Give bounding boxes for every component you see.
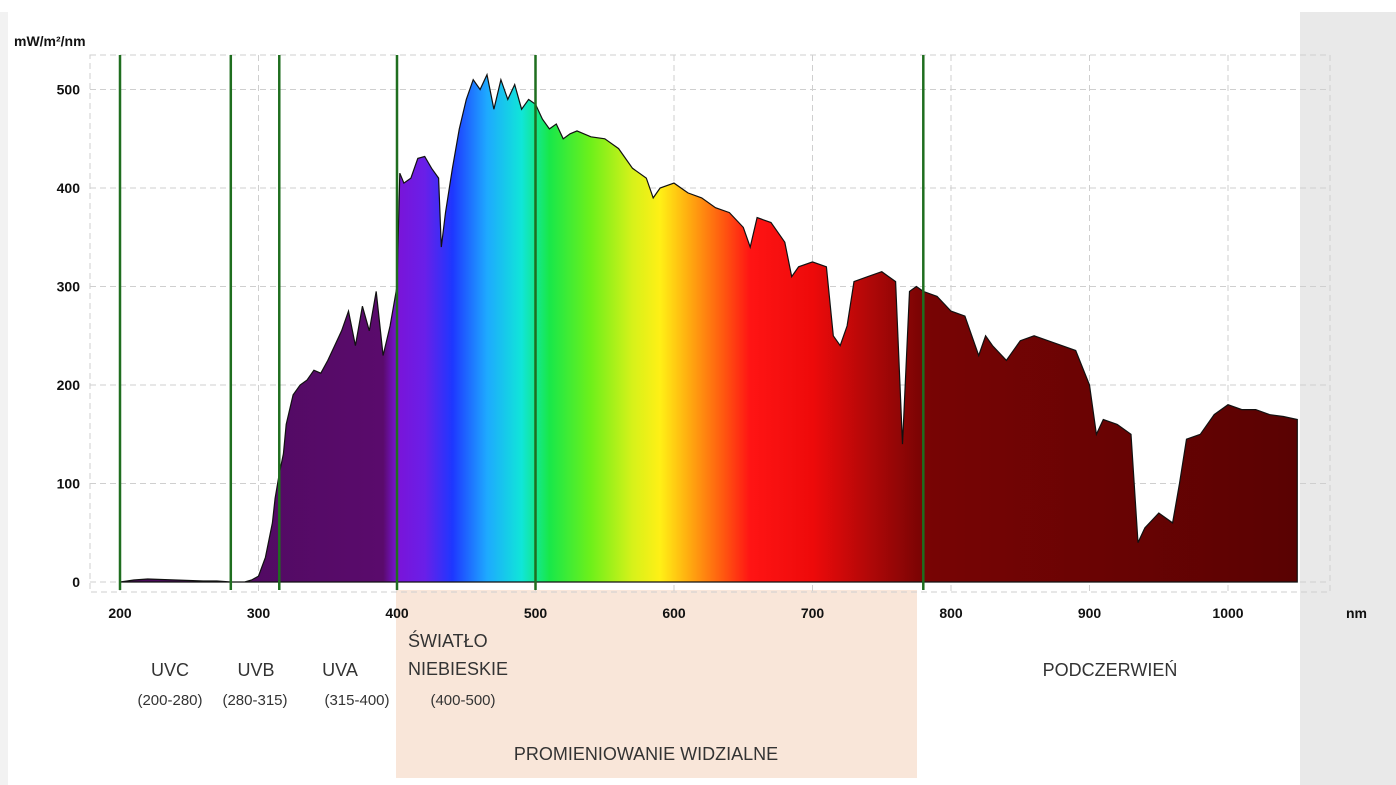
x-tick-label-2: 400 (385, 605, 409, 621)
y-tick-label-1: 100 (57, 476, 81, 492)
region-uvb-range: (280-315) (222, 692, 288, 709)
y-tick-label-0: 0 (72, 574, 80, 590)
region-blue-light-label: ŚWIATŁO NIEBIESKIE (408, 631, 509, 679)
x-tick-label-5: 700 (801, 605, 825, 621)
spectrum-area-layer (119, 72, 1298, 583)
y-tick-label-5: 500 (57, 82, 81, 98)
region-infrared-label: PODCZERWIEŃ (1042, 660, 1178, 680)
right-margin-strip (1300, 12, 1396, 785)
visible-light-region-box (396, 590, 917, 778)
x-tick-label-3: 500 (524, 605, 548, 621)
tick-label-layer: 200 300 400 500 600 700 800 900 1000 0 100 200 300 40… (57, 82, 1244, 622)
x-tick-label-4: 600 (662, 605, 686, 621)
x-tick-label-1: 300 (247, 605, 271, 621)
x-tick-label-7: 900 (1078, 605, 1102, 621)
region-uvb-label: UVB (237, 660, 275, 680)
plot-frame (89, 54, 1331, 593)
x-tick-label-6: 800 (939, 605, 963, 621)
band-boundary-layer (118, 55, 925, 590)
x-tick-label-0: 200 (108, 605, 132, 621)
y-tick-label-4: 400 (57, 180, 81, 196)
region-uvc-range: (200-280) (137, 692, 203, 709)
x-tick-label-8: 1000 (1212, 605, 1243, 621)
y-axis-label: mW/m²/nm (14, 33, 86, 49)
region-blue-light-range: (400-500) (430, 692, 496, 709)
spectrum-area (119, 72, 1298, 583)
y-tick-label-2: 200 (57, 377, 81, 393)
region-uva-range: (315-400) (324, 692, 390, 709)
region-uva-label: UVA (322, 660, 358, 680)
x-axis-label: nm (1346, 605, 1367, 621)
y-tick-label-3: 300 (57, 279, 81, 295)
region-visible-label: PROMIENIOWANIE WIDZIALNE (513, 744, 779, 764)
region-uvc-label: UVC (150, 660, 189, 680)
left-margin-strip (0, 12, 8, 785)
